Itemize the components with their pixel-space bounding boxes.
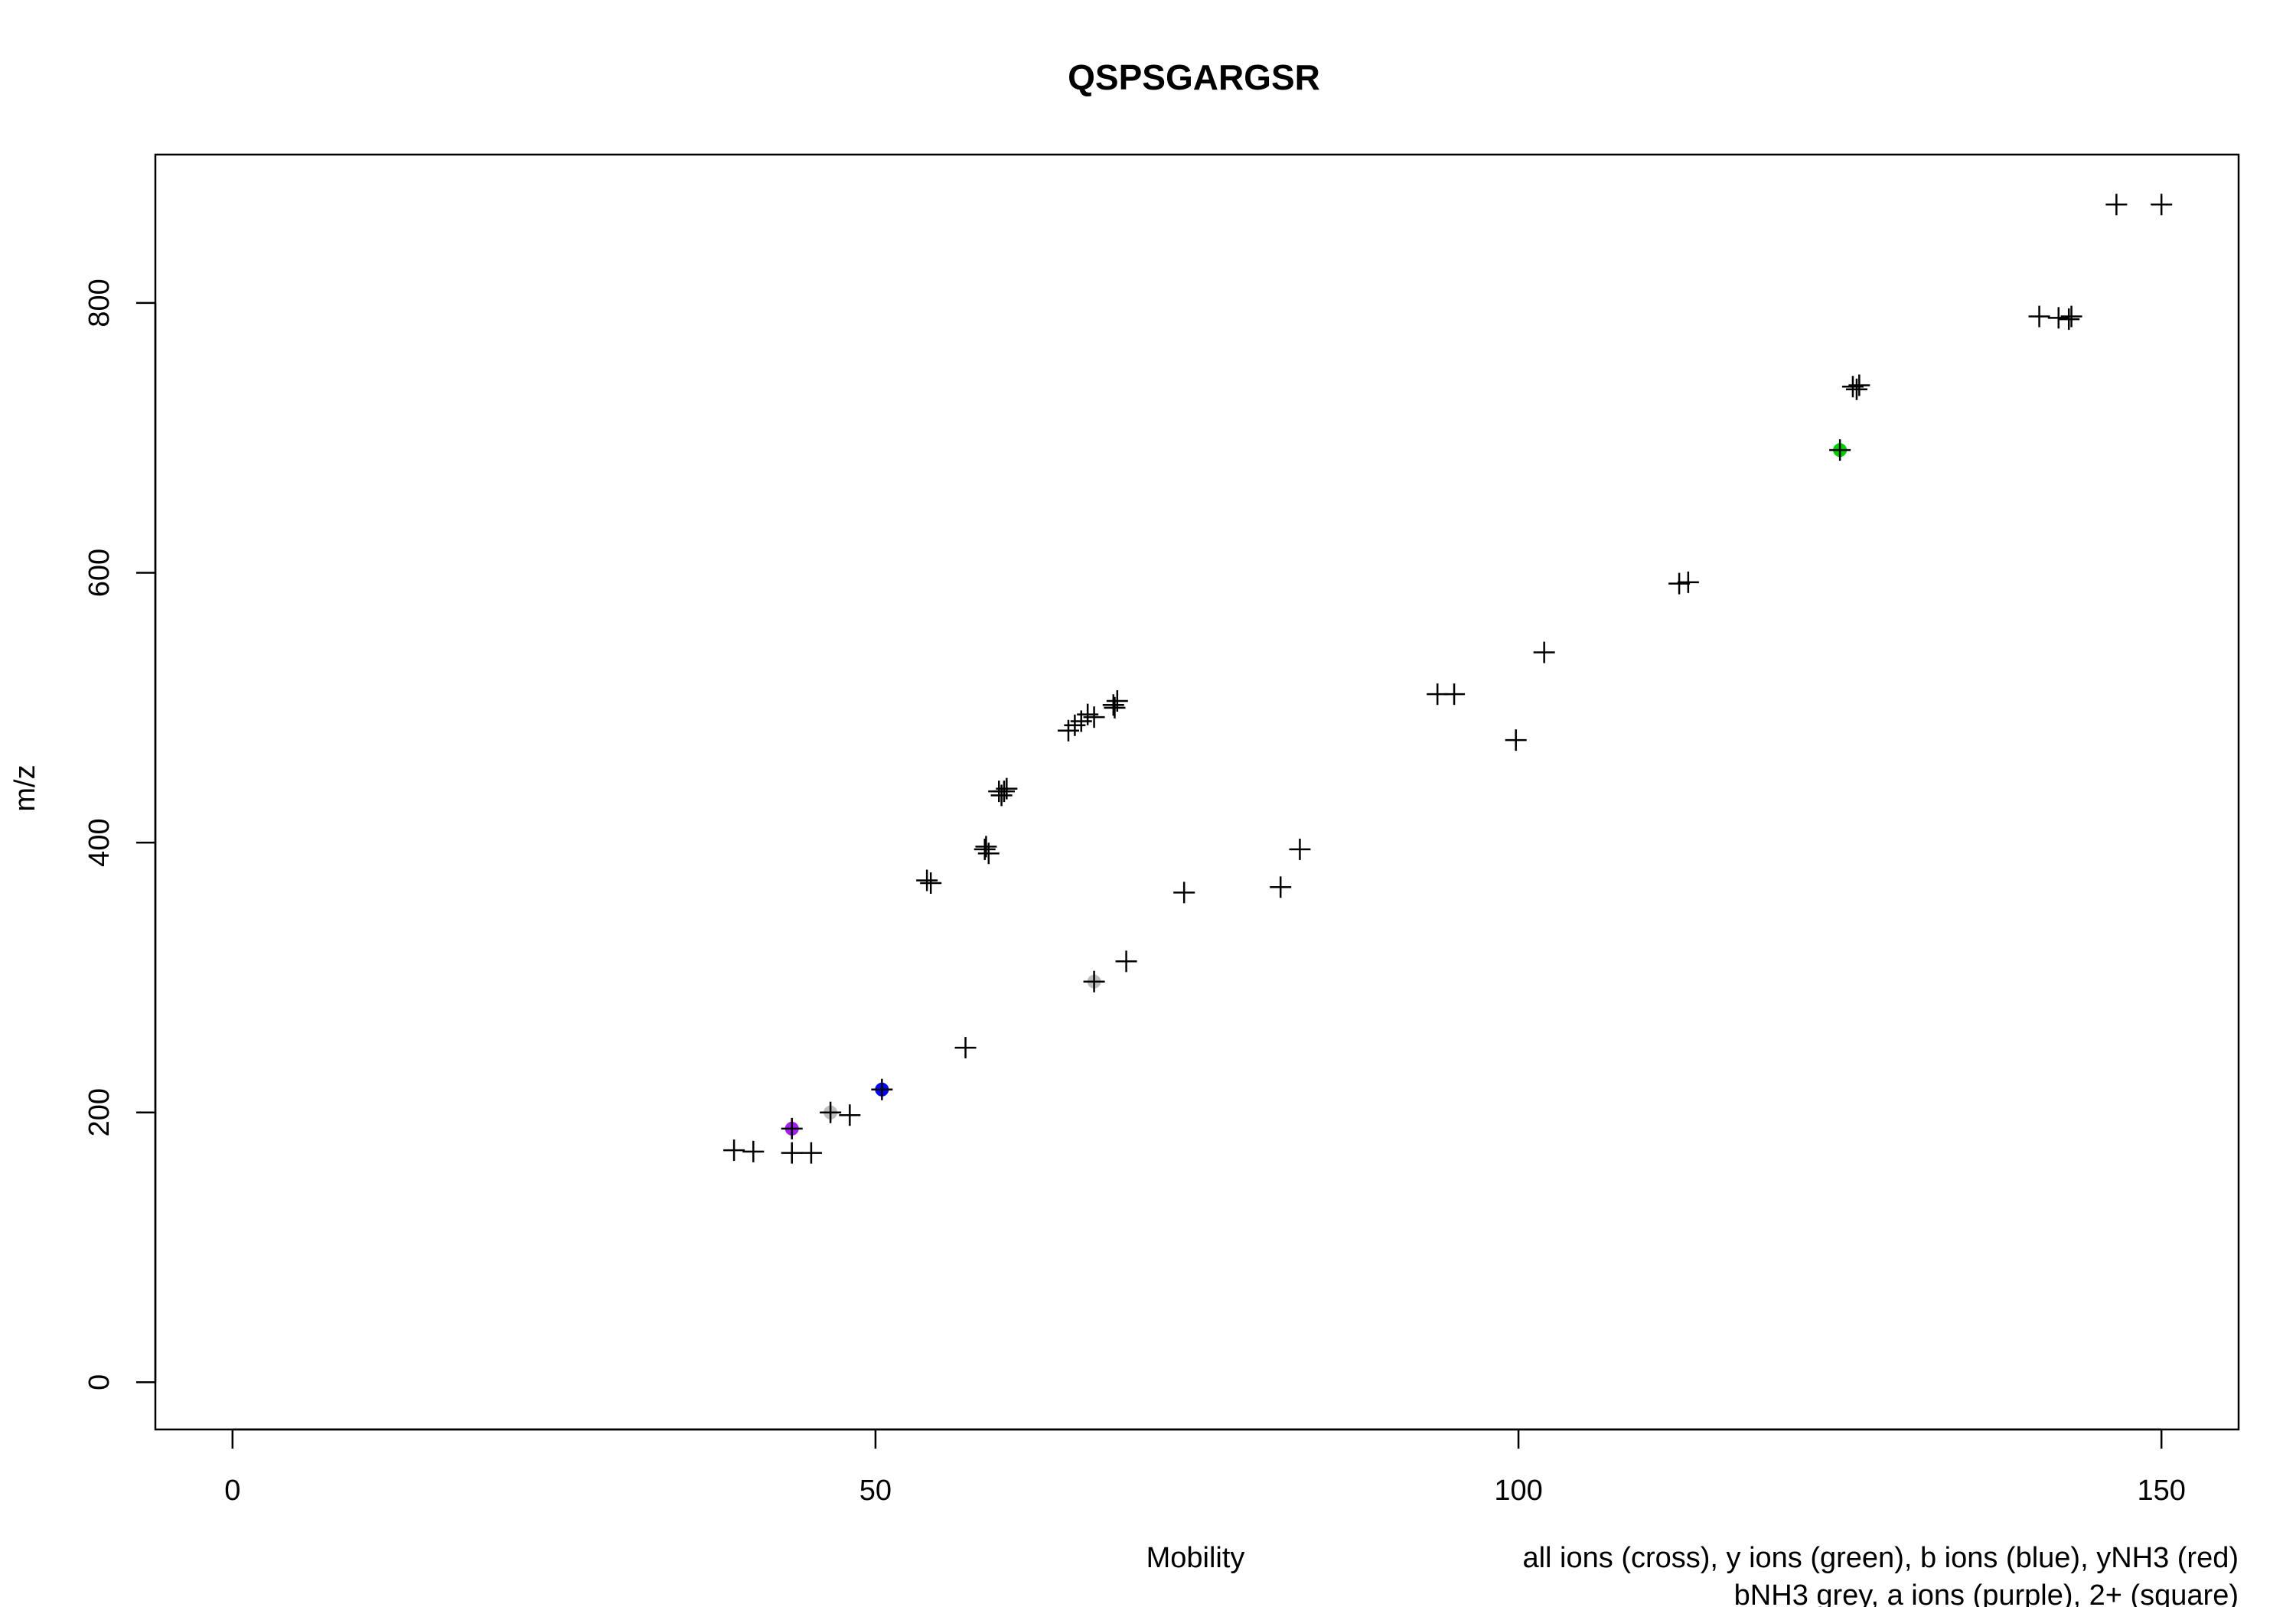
y-tick-label: 0 xyxy=(83,1374,116,1390)
legend-note-line-1: all ions (cross), y ions (green), b ions… xyxy=(1522,1542,2239,1574)
data-point-cross xyxy=(1083,706,1105,729)
y-tick-label: 200 xyxy=(83,1088,116,1136)
data-point-cross xyxy=(839,1104,861,1126)
data-point-cross xyxy=(1668,572,1691,595)
data-point-cross xyxy=(993,781,1015,803)
data-point-cross xyxy=(2047,307,2069,329)
data-point-cross xyxy=(996,777,1018,800)
data-point-cross xyxy=(1677,571,1699,593)
data-point-cross xyxy=(871,1078,893,1100)
data-point-cross xyxy=(2058,308,2080,331)
data-point-cross xyxy=(916,869,938,892)
data-point-cross xyxy=(820,1101,842,1123)
x-tick-label: 50 xyxy=(859,1475,892,1507)
data-point-cross xyxy=(723,1139,745,1162)
data-point-cross xyxy=(1829,439,1851,461)
data-points xyxy=(723,194,2173,1164)
data-point-cross xyxy=(2028,305,2050,328)
data-point-cross xyxy=(2151,194,2173,216)
y-tick-label: 800 xyxy=(83,279,116,327)
y-tick-label: 600 xyxy=(83,549,116,597)
data-point-cross xyxy=(800,1142,822,1164)
x-tick-label: 150 xyxy=(2137,1475,2185,1507)
data-point-cross xyxy=(1083,970,1105,993)
y-axis-title: m/z xyxy=(9,764,41,811)
y-tick-label: 400 xyxy=(83,818,116,866)
data-point-cross xyxy=(1102,694,1124,716)
data-point-cross xyxy=(975,836,997,858)
data-point-cross xyxy=(1289,838,1311,860)
data-point-cross xyxy=(742,1140,765,1162)
chart-title: QSPSGARGSR xyxy=(1068,57,1320,97)
data-point-cross xyxy=(2105,194,2128,216)
data-point-cross xyxy=(1845,378,1867,400)
data-point-cross xyxy=(1173,882,1195,904)
legend-note-line-2: bNH3 grey, a ions (purple), 2+ (square) xyxy=(1734,1579,2239,1607)
y-axis: 0 200 400 600 800 xyxy=(83,279,157,1390)
data-point-cross xyxy=(2060,305,2082,328)
data-point-cross xyxy=(1115,950,1137,973)
x-axis: 0 50 100 150 xyxy=(224,1428,2186,1507)
x-tick-label: 0 xyxy=(224,1475,240,1507)
data-point-cross xyxy=(1104,696,1126,719)
data-point-cross xyxy=(1848,374,1870,396)
data-point-cross xyxy=(974,838,996,860)
data-point-cross xyxy=(1443,683,1466,706)
data-point-cross xyxy=(781,1117,803,1139)
data-point-cross xyxy=(1270,876,1292,898)
data-point-cross xyxy=(1533,641,1555,663)
data-point-cross xyxy=(781,1142,803,1164)
data-point-cross xyxy=(920,872,942,894)
data-point-cross xyxy=(954,1037,977,1059)
data-point-cross xyxy=(1505,729,1527,751)
x-tick-label: 100 xyxy=(1494,1475,1542,1507)
x-axis-title: Mobility xyxy=(1146,1542,1245,1574)
